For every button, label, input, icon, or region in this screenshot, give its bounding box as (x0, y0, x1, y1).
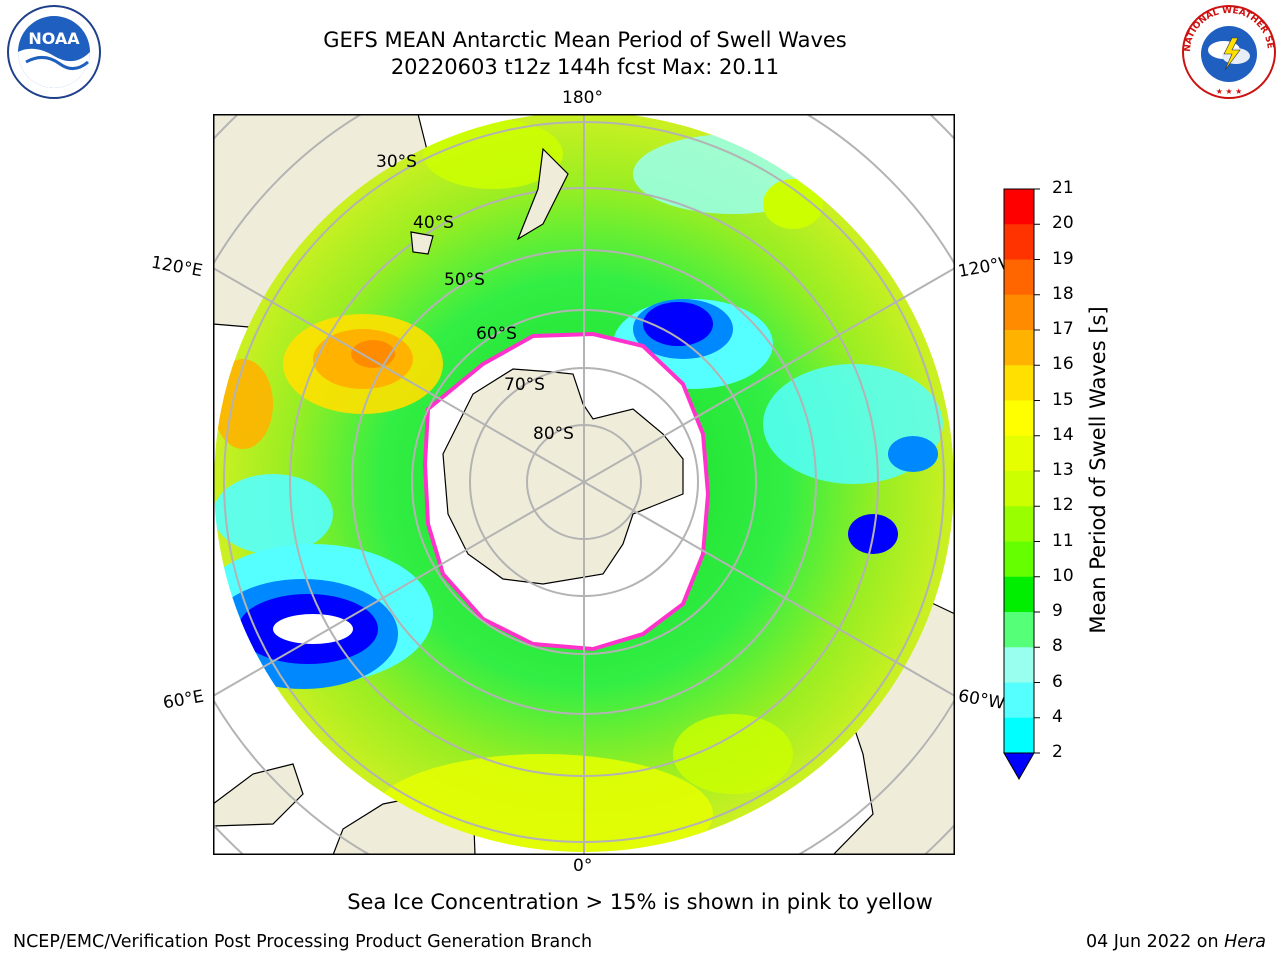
colorbar-tick-label: 16 (1052, 354, 1074, 375)
colorbar-segment (1004, 647, 1034, 683)
colorbar-tick-label: 18 (1052, 283, 1074, 304)
colorbar-tick-label: 19 (1052, 248, 1074, 269)
polar-map (213, 114, 955, 855)
colorbar-segment (1004, 471, 1034, 507)
tasmania-landmass (410, 231, 434, 255)
colorbar-segment (1004, 259, 1034, 296)
map-panel (213, 114, 955, 855)
colorbar-tick-label: 15 (1052, 389, 1074, 410)
footer-machine: Hera (1224, 932, 1266, 952)
lon-label-0: 0° (573, 856, 593, 876)
colorbar-tick-label: 10 (1052, 565, 1074, 586)
lon-label-120e: 120°E (149, 252, 205, 282)
lat-label-40s: 40°S (413, 213, 454, 233)
colorbar-label: Mean Period of Swell Waves [s] (1086, 306, 1110, 634)
colorbar-tick-label: 2 (1052, 742, 1063, 762)
new-zealand-landmass (516, 147, 569, 241)
colorbar (1003, 188, 1040, 781)
colorbar-segment (1004, 506, 1034, 542)
colorbar-tick-label: 8 (1052, 636, 1063, 657)
chart-subtitle: 20220603 t12z 144h fcst Max: 20.11 (390, 55, 780, 79)
lat-label-60s: 60°S (476, 324, 517, 344)
colorbar-tick-label: 21 (1052, 178, 1074, 198)
colorbar-tick-label: 11 (1052, 530, 1074, 551)
sea-ice-note: Sea Ice Concentration > 15% is shown in … (347, 890, 933, 914)
colorbar-segment (1004, 224, 1034, 260)
colorbar-segment (1004, 541, 1034, 578)
colorbar-tick-label: 9 (1052, 601, 1063, 621)
colorbar-segment (1004, 435, 1034, 472)
colorbar-tick-label: 17 (1052, 319, 1074, 339)
footer-date-text: 04 Jun 2022 on (1085, 932, 1225, 952)
colorbar-tick-label: 6 (1052, 671, 1063, 692)
footer-date: 04 Jun 2022 on Hera (1086, 932, 1266, 952)
chart-title: GEFS MEAN Antarctic Mean Period of Swell… (323, 28, 847, 52)
colorbar-segment (1004, 365, 1034, 401)
lon-label-60e: 60°E (161, 686, 206, 714)
colorbar-segment (1004, 682, 1034, 719)
footer-branch: NCEP/EMC/Verification Post Processing Pr… (13, 932, 593, 952)
nws-logo: NATIONAL WEATHER SERVICE ★ ★ ★ (1177, 0, 1278, 104)
lat-label-80s: 80°S (533, 424, 574, 444)
colorbar-tick-label: 20 (1052, 213, 1074, 234)
colorbar-tick-label: 12 (1052, 495, 1074, 516)
colorbar-segment (1004, 612, 1034, 648)
colorbar-segment (1004, 294, 1034, 331)
lon-label-180: 180° (562, 88, 603, 108)
colorbar-segment (1004, 330, 1034, 366)
lat-label-30s: 30°S (376, 152, 417, 172)
lat-label-70s: 70°S (504, 375, 545, 395)
lat-label-50s: 50°S (444, 270, 485, 290)
colorbar-tick-label: 4 (1052, 706, 1063, 727)
noaa-logo-text: NOAA (28, 29, 80, 48)
colorbar-segment (1004, 400, 1034, 437)
svg-text:★ ★ ★: ★ ★ ★ (1216, 87, 1243, 96)
colorbar-segment (1004, 576, 1034, 613)
colorbar-segment (1004, 189, 1034, 225)
madagascar-landmass (213, 763, 304, 827)
noaa-logo: NOAA (4, 4, 104, 104)
colorbar-segment (1004, 717, 1034, 754)
colorbar-extend-arrow (1003, 752, 1035, 781)
colorbar-tick-label: 14 (1052, 424, 1074, 445)
colorbar-tick-label: 13 (1052, 460, 1074, 480)
